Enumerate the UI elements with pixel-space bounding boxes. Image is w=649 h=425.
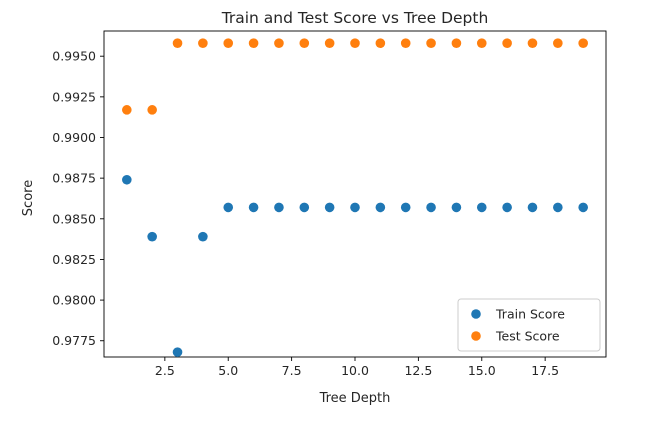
x-tick-label: 10.0: [341, 363, 369, 378]
x-tick-label: 12.5: [404, 363, 432, 378]
data-point: [299, 38, 310, 48]
data-point: [451, 202, 462, 213]
y-tick-label: 0.9800: [52, 293, 96, 308]
data-point: [400, 38, 411, 48]
data-point: [476, 202, 487, 213]
data-point: [400, 202, 411, 213]
data-point: [274, 202, 284, 213]
data-point: [198, 38, 208, 48]
x-tick-label: 5.0: [218, 363, 238, 378]
data-point: [527, 38, 538, 48]
data-point: [502, 202, 512, 213]
x-tick-label: 17.5: [531, 363, 559, 378]
data-point: [375, 38, 386, 48]
data-point: [527, 202, 538, 213]
legend-label: Test Score: [495, 329, 560, 344]
x-tick-label: 7.5: [282, 363, 302, 378]
y-tick-label: 0.9775: [52, 333, 96, 348]
data-point: [248, 38, 259, 48]
chart-title: Train and Test Score vs Tree Depth: [221, 9, 489, 27]
legend-box: [457, 298, 601, 352]
data-point: [122, 105, 132, 115]
x-axis-ticks: 2.5 5.0 7.5 10.0 12.5 15.0 17.5: [155, 357, 559, 378]
data-point: [350, 38, 360, 48]
y-tick-label: 0.9900: [52, 130, 96, 145]
data-point: [502, 38, 512, 48]
data-point: [147, 105, 157, 115]
data-point: [578, 38, 588, 48]
data-point: [324, 38, 335, 48]
data-point: [248, 202, 259, 213]
data-point: [426, 38, 436, 48]
series-train-score: [122, 174, 588, 357]
data-points: [122, 38, 588, 357]
y-axis-ticks: 0.9775 0.9800 0.9825 0.9850 0.9875 0.9900 0.99…: [52, 49, 104, 348]
y-tick-label: 0.9875: [52, 171, 96, 186]
x-tick-label: 2.5: [155, 363, 175, 378]
data-point: [122, 174, 132, 185]
x-tick-label: 15.0: [468, 363, 496, 378]
legend-marker: [471, 309, 481, 319]
y-tick-label: 0.9850: [52, 211, 96, 226]
data-point: [553, 202, 563, 213]
y-tick-label: 0.9950: [52, 49, 96, 64]
data-point: [299, 202, 310, 213]
data-point: [350, 202, 360, 213]
data-point: [147, 231, 157, 242]
data-point: [198, 231, 208, 242]
data-point: [324, 202, 335, 213]
data-point: [476, 38, 487, 48]
data-point: [223, 38, 234, 48]
y-tick-label: 0.9825: [52, 252, 96, 267]
data-point: [578, 202, 588, 213]
y-tick-label: 0.9925: [52, 89, 96, 104]
data-point: [553, 38, 563, 48]
data-point: [172, 38, 183, 48]
data-point: [274, 38, 284, 48]
y-axis-label: Score: [21, 180, 36, 216]
legend-label: Train Score: [495, 307, 565, 322]
legend-marker: [471, 331, 481, 341]
chart-legend: Train Score Test Score: [457, 298, 601, 352]
x-axis-label: Tree Depth: [319, 391, 391, 406]
data-point: [223, 202, 234, 213]
data-point: [172, 347, 183, 357]
data-point: [375, 202, 386, 213]
data-point: [426, 202, 436, 213]
data-point: [451, 38, 462, 48]
series-test-score: [122, 38, 588, 115]
